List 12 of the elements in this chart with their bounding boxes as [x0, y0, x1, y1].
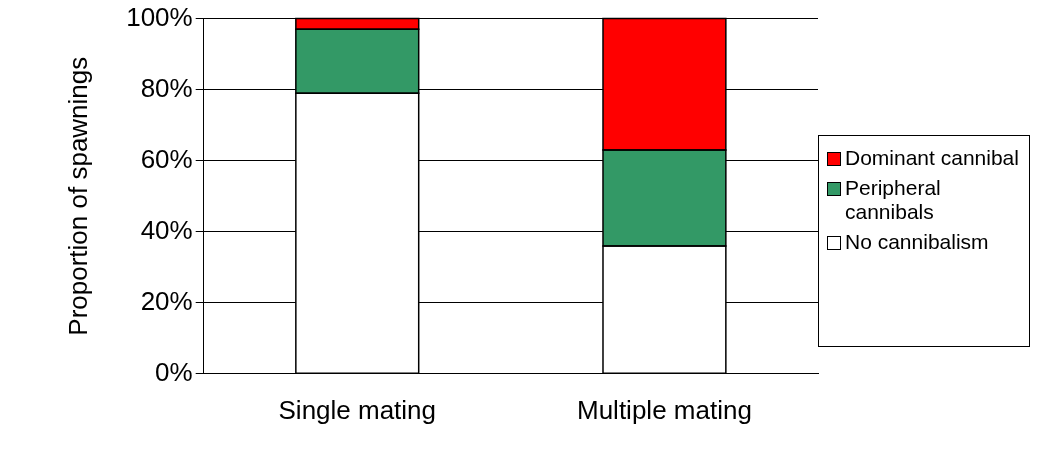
text: No cannibalism [845, 230, 989, 254]
y-tick-label: 100% [126, 1, 193, 32]
x-tick-label: Multiple mating [576, 394, 752, 425]
y-tick-label: 40% [140, 214, 193, 245]
x-tick-label: Single mating [278, 394, 437, 425]
y-tick-label: 20% [140, 285, 193, 316]
y-tick-label: 80% [140, 72, 193, 103]
y-tick-label: 0% [155, 356, 193, 387]
y-tick-label: 60% [140, 143, 193, 174]
legend-label: Dominant cannibal [845, 146, 1019, 170]
y-axis-title: Proportion of spawnings [62, 56, 93, 336]
legend-label: Peripheral cannibals [845, 176, 942, 224]
